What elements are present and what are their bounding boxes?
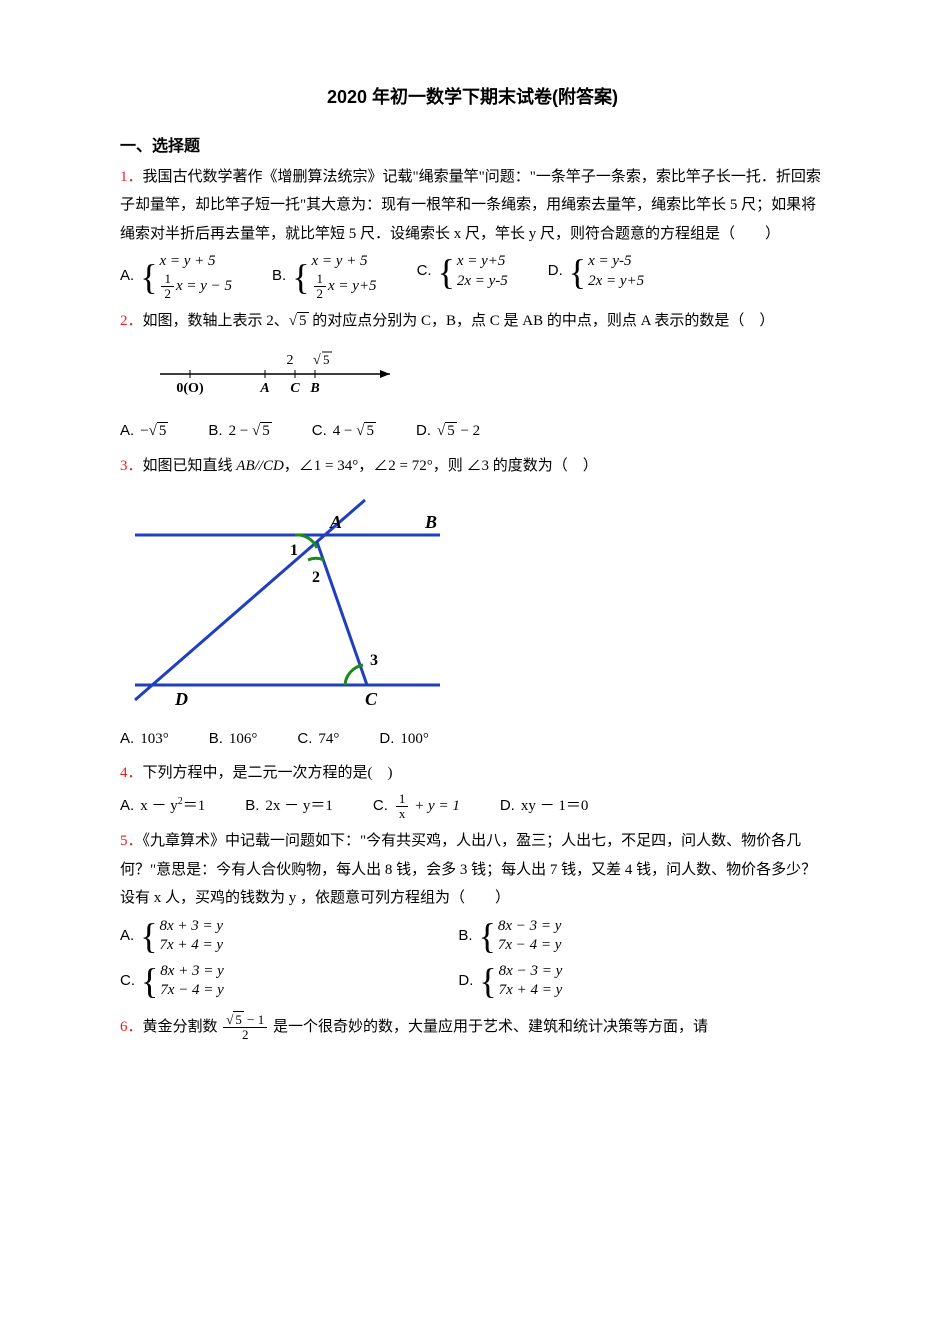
question-number: 4． (120, 765, 143, 781)
q1-options: A. { x = y + 5 12x = y − 5 B. { x = y + … (120, 252, 825, 301)
question-6: 6．黄金分割数 5 − 12 是一个很奇妙的数，大量应用于艺术、建筑和统计决策等… (120, 1013, 825, 1043)
q5-option-a: A. {8x + 3 = y7x + 4 = y (120, 917, 458, 956)
q2-options: A.−5 B.2 − 5 C.4 − 5 D.5 − 2 (120, 417, 825, 446)
q3-option-d: D.100° (379, 725, 429, 754)
option-label: C. (417, 257, 432, 286)
q4-options: A.x － y2＝1 B.2x － y＝1 C.1x + y = 1 D.xy … (120, 792, 825, 822)
eq: x = y+5 (457, 252, 508, 272)
question-text: 如图，数轴上表示 2、 (143, 313, 289, 329)
svg-text:2: 2 (312, 569, 320, 586)
q2-option-c: C.4 − 5 (312, 417, 376, 446)
question-1: 1．我国古代数学著作《增删算法统宗》记载"绳索量竿"问题："一条竿子一条索，索比… (120, 163, 825, 249)
svg-text:0(O): 0(O) (176, 381, 204, 396)
svg-text:√: √ (313, 353, 321, 368)
svg-text:B: B (424, 512, 437, 532)
q1-option-c: C. { x = y+5 2x = y-5 (417, 252, 508, 291)
question-number: 6． (120, 1019, 143, 1035)
eq: 2x = y-5 (457, 272, 508, 292)
svg-text:5: 5 (323, 352, 330, 367)
svg-text:3: 3 (370, 652, 378, 669)
svg-text:A: A (259, 381, 269, 396)
q3-options: A.103° B.106° C.74° D.100° (120, 725, 825, 754)
eq: x = y + 5 (312, 252, 377, 272)
option-label: B. (272, 262, 286, 291)
q5-option-d: D. {8x − 3 = y7x + 4 = y (458, 962, 796, 1001)
option-label: A. (120, 262, 134, 291)
question-4: 4．下列方程中，是二元一次方程的是( ) (120, 759, 825, 788)
eq: 12x = y+5 (312, 272, 377, 302)
q3-option-b: B.106° (209, 725, 258, 754)
eq: x = y-5 (588, 252, 644, 272)
svg-text:1: 1 (290, 542, 298, 559)
question-3: 3．如图已知直线 AB//CD，∠1 = 34°，∠2 = 72°，则 ∠3 的… (120, 452, 825, 481)
question-number: 1． (120, 169, 143, 185)
q3-option-a: A.103° (120, 725, 169, 754)
eq: 2x = y+5 (588, 272, 644, 292)
eq: 12x = y − 5 (159, 272, 232, 302)
q1-option-d: D. { x = y-5 2x = y+5 (548, 252, 644, 291)
geometry-figure: A B D C 1 2 3 (120, 490, 825, 721)
q5-options: A. {8x + 3 = y7x + 4 = y B. {8x − 3 = y7… (120, 917, 825, 1007)
q4-option-d: D.xy － 1＝0 (500, 792, 589, 821)
question-number: 2． (120, 313, 143, 329)
q1-option-b: B. { x = y + 5 12x = y+5 (272, 252, 377, 301)
section-heading: 一、选择题 (120, 132, 825, 162)
svg-text:D: D (174, 689, 188, 709)
page-title: 2020 年初一数学下期末试卷(附答案) (120, 80, 825, 114)
q2-option-a: A.−5 (120, 417, 168, 446)
q5-option-b: B. {8x − 3 = y7x − 4 = y (458, 917, 796, 956)
q4-option-b: B.2x － y＝1 (245, 792, 333, 821)
question-text: 我国古代数学著作《增删算法统宗》记载"绳索量竿"问题："一条竿子一条索，索比竿子… (120, 169, 821, 242)
svg-text:C: C (365, 689, 378, 709)
question-number: 5． (120, 833, 143, 849)
q2-option-d: D.5 − 2 (416, 417, 480, 446)
q2-option-b: B.2 − 5 (208, 417, 271, 446)
question-5: 5．《九章算术》中记载一问题如下："今有共买鸡，人出八，盈三；人出七，不足四，问… (120, 827, 825, 913)
question-number: 3． (120, 458, 143, 474)
svg-text:A: A (329, 512, 342, 532)
q1-option-a: A. { x = y + 5 12x = y − 5 (120, 252, 232, 301)
number-line-figure: 2 √ 5 0(O) A C B (150, 344, 825, 410)
question-text: 的对应点分别为 C，B，点 C 是 AB 的中点，则点 A 表示的数是（ ） (309, 313, 775, 329)
q5-option-c: C. {8x + 3 = y7x − 4 = y (120, 962, 458, 1001)
option-label: D. (548, 257, 563, 286)
q3-option-c: C.74° (297, 725, 339, 754)
q4-option-a: A.x － y2＝1 (120, 792, 205, 821)
eq: x = y + 5 (159, 252, 232, 272)
svg-text:C: C (290, 381, 300, 396)
q4-option-c: C.1x + y = 1 (373, 792, 460, 822)
svg-text:2: 2 (287, 353, 294, 368)
svg-text:B: B (309, 381, 319, 396)
question-2: 2．如图，数轴上表示 2、5 的对应点分别为 C，B，点 C 是 AB 的中点，… (120, 307, 825, 336)
